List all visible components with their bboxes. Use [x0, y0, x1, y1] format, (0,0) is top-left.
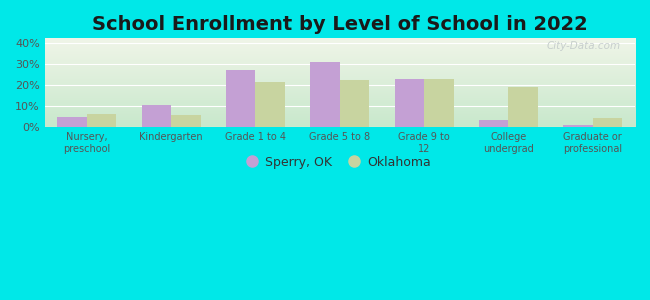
- Bar: [395, 79, 424, 127]
- Bar: [424, 79, 454, 127]
- Bar: [87, 113, 116, 127]
- Legend: Sperry, OK, Oklahoma: Sperry, OK, Oklahoma: [245, 152, 435, 172]
- Bar: [142, 105, 171, 127]
- Text: City-Data.com: City-Data.com: [546, 41, 620, 51]
- Bar: [508, 87, 538, 127]
- Bar: [255, 82, 285, 127]
- Bar: [310, 61, 340, 127]
- Bar: [593, 118, 622, 127]
- Bar: [57, 117, 87, 127]
- Bar: [226, 70, 255, 127]
- Bar: [564, 125, 593, 127]
- Title: School Enrollment by Level of School in 2022: School Enrollment by Level of School in …: [92, 15, 588, 34]
- Bar: [479, 120, 508, 127]
- Bar: [171, 115, 201, 127]
- Bar: [340, 80, 369, 127]
